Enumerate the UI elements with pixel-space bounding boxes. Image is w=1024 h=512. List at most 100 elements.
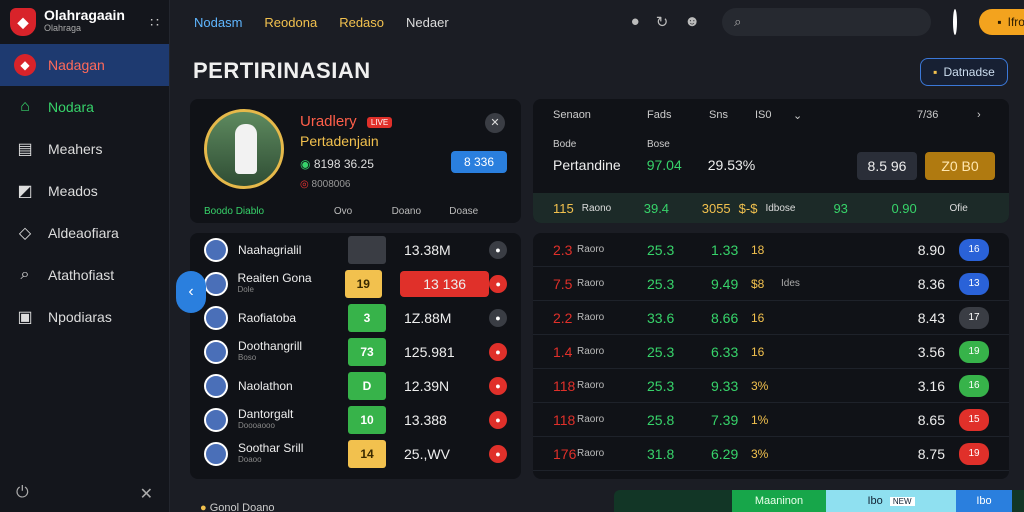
- row-change: 18: [751, 242, 765, 257]
- list-item[interactable]: Soothar Srill Doaoo 14 25.,WV ●: [190, 437, 521, 471]
- sidebar-item-label: Npodiaras: [48, 309, 112, 325]
- tab-2[interactable]: Redaso: [339, 14, 385, 30]
- feature-card[interactable]: Uradlery LIVE Pertadenjain ◉ 8198 36.25 …: [190, 99, 521, 223]
- status-icon[interactable]: ●: [489, 377, 507, 395]
- feature-stat: 8198 36.25: [313, 157, 374, 171]
- row-pill[interactable]: 16: [959, 238, 989, 261]
- row-rank: 176: [553, 445, 577, 462]
- row-rank: 118: [553, 411, 576, 428]
- row-value: 8.36: [917, 275, 945, 292]
- row-pill[interactable]: 17: [959, 306, 989, 329]
- collapse-icon[interactable]: ✕: [139, 486, 153, 503]
- page-action-button[interactable]: ▪ Datnadse: [920, 58, 1008, 86]
- summary-3: 3055: [701, 200, 731, 216]
- tab-1[interactable]: Reodona: [264, 14, 318, 30]
- table-row[interactable]: 2.3 Raoro 25.3 1.33 18 8.90 16: [533, 233, 1009, 267]
- status-icon[interactable]: ●: [489, 411, 507, 429]
- status-icon[interactable]: ●: [489, 343, 507, 361]
- row-change: 1%: [751, 412, 769, 427]
- player-sub: Boso: [238, 353, 257, 362]
- odds-label-1: Bode: [553, 139, 577, 150]
- row-change: 16: [751, 344, 765, 359]
- player-rank-box[interactable]: 14: [348, 440, 386, 468]
- table-row[interactable]: 118 Raoro 25.8 7.39 1% 8.65 15: [533, 403, 1009, 437]
- row-pill[interactable]: 19: [959, 340, 989, 363]
- odds-button-2[interactable]: Z0 B0: [925, 152, 995, 180]
- sidebar-item-6[interactable]: ▣ Npodiaras: [0, 296, 169, 338]
- search-input[interactable]: [749, 14, 920, 30]
- table-row[interactable]: 118 Raoro 25.3 9.33 3% 3.16 16: [533, 369, 1009, 403]
- chevron-left-icon[interactable]: ‹: [176, 271, 206, 313]
- brand[interactable]: ◆ Olahragaain Olahraga ∷: [0, 0, 169, 44]
- avatar[interactable]: [953, 9, 958, 35]
- player-value: 13 136: [399, 271, 490, 297]
- player-rank-box[interactable]: 73: [348, 338, 386, 366]
- row-change: 16: [751, 310, 765, 325]
- player-name: Reaiten Gona: [237, 271, 312, 285]
- list-item[interactable]: Reaiten Gona Dole 19 13 136 ●: [190, 267, 521, 301]
- odds-label-2: Bose: [647, 139, 670, 150]
- player-rank-box[interactable]: D: [348, 372, 386, 400]
- user-icon[interactable]: ☻: [684, 13, 701, 30]
- close-icon[interactable]: ✕: [485, 113, 505, 133]
- search-box[interactable]: ⌕: [722, 8, 932, 36]
- list-item[interactable]: Dantorgalt Doooaooo 10 13.388 ●: [190, 403, 521, 437]
- sidebar-item-5[interactable]: ⌕ Atathofiast: [0, 254, 169, 296]
- sidebar-item-label: Nodara: [48, 99, 94, 115]
- bottom-button-1[interactable]: Maaninon: [732, 490, 826, 512]
- power-icon[interactable]: ⏻: [16, 484, 29, 501]
- more-icon[interactable]: ∷: [150, 13, 159, 30]
- book-icon: ▤: [17, 141, 33, 158]
- list-item[interactable]: Naolathon D 12.39N ●: [190, 369, 521, 403]
- player-value: 1Z.88M: [404, 310, 452, 326]
- sidebar-item-1[interactable]: ⌂ Nodara: [0, 86, 169, 128]
- row-pill[interactable]: 16: [959, 374, 989, 397]
- odds-percent: 29.53%: [707, 157, 756, 173]
- row-odds: 6.33: [711, 343, 739, 360]
- odds-button-1[interactable]: 8.5 96: [857, 152, 917, 180]
- tab-0[interactable]: Nodasm: [194, 14, 243, 30]
- row-pill[interactable]: 19: [959, 442, 989, 465]
- coin-icon: ●: [200, 502, 207, 512]
- row-odds: 8.66: [711, 309, 739, 326]
- player-rank-box[interactable]: 3: [348, 304, 386, 332]
- refresh-icon[interactable]: ↻: [655, 14, 669, 31]
- table-row[interactable]: 1.4 Raoro 25.3 6.33 16 3.56 19: [533, 335, 1009, 369]
- row-pill[interactable]: 15: [959, 408, 989, 431]
- row-pill[interactable]: 13: [959, 272, 989, 295]
- player-rank-box[interactable]: 10: [348, 406, 386, 434]
- status-icon[interactable]: ●: [489, 445, 507, 463]
- table-row[interactable]: 176 Raoro 31.8 6.29 3% 8.75 19: [533, 437, 1009, 471]
- list-item[interactable]: Raofiatoba 3 1Z.88M ●: [190, 301, 521, 335]
- status-icon[interactable]: ●: [489, 275, 508, 293]
- record-icon[interactable]: ●: [630, 13, 640, 30]
- player-rank-box[interactable]: [348, 236, 386, 264]
- status-icon[interactable]: ●: [489, 241, 507, 259]
- sidebar-item-0[interactable]: ◆ Nadagan: [0, 44, 169, 86]
- chevron-down-icon[interactable]: ⌄: [793, 110, 803, 122]
- row-change: $8: [751, 276, 765, 291]
- table-row[interactable]: 7.5 Raoro 25.3 9.49 $8 Ides 8.36 13: [533, 267, 1009, 301]
- promo-button[interactable]: ▪ Ifrodate: [979, 9, 1024, 35]
- status-icon[interactable]: ●: [489, 309, 507, 327]
- list-item[interactable]: Doothangrill Boso 73 125.981 ●: [190, 335, 521, 369]
- list-item[interactable]: Naahagrialil 13.38M ●: [190, 233, 521, 267]
- chevron-right-icon[interactable]: ›: [977, 109, 981, 121]
- feature-odds-button[interactable]: 8 336: [451, 151, 507, 173]
- odds-summary-row[interactable]: 115 Raono 39.4 3055 $-$ Idbose 93 0.90 O…: [533, 193, 1009, 223]
- tab-3[interactable]: Nedaer: [406, 14, 449, 30]
- player-rank-box[interactable]: 19: [344, 270, 382, 298]
- table-row[interactable]: 2.2 Raoro 33.6 8.66 16 8.43 17: [533, 301, 1009, 335]
- page-title: PERTIRINASIAN: [193, 58, 371, 83]
- bottom-button-3[interactable]: Ibo: [956, 490, 1012, 512]
- sidebar-item-4[interactable]: ◇ Aldeaofiara: [0, 212, 169, 254]
- sidebar-item-3[interactable]: ◩ Meados: [0, 170, 169, 212]
- player-name: Doothangrill: [238, 339, 303, 353]
- row-odds: 7.39: [711, 411, 739, 428]
- row-unit: Raoro: [577, 414, 605, 425]
- bottom-button-2[interactable]: Ibo NEW: [826, 490, 956, 512]
- player-name: Naahagrialil: [238, 243, 302, 257]
- avatar: [204, 442, 228, 466]
- player-value: 125.981: [404, 344, 455, 360]
- sidebar-item-2[interactable]: ▤ Meahers: [0, 128, 169, 170]
